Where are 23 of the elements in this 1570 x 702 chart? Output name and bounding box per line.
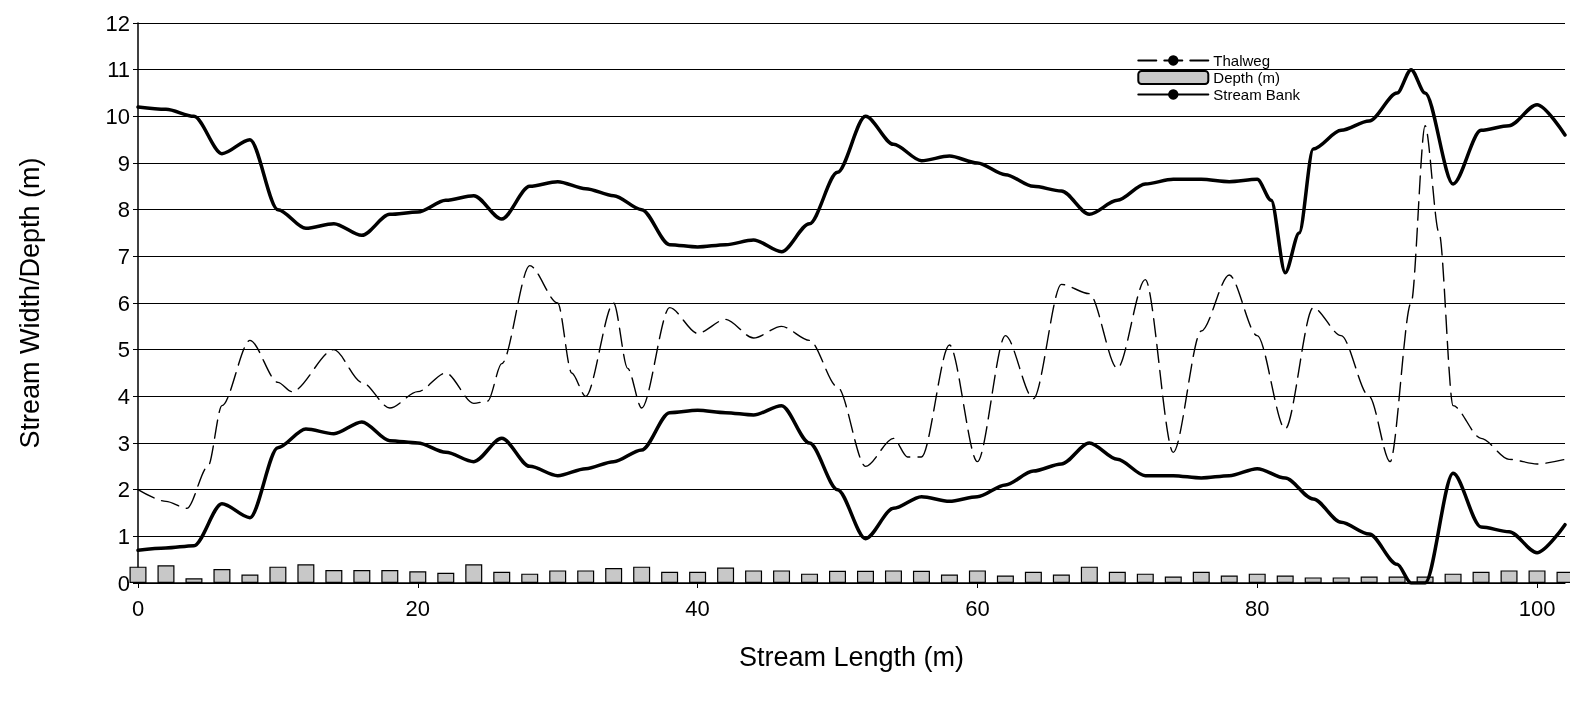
y-tick-label: 10 <box>105 103 130 129</box>
y-tick-label: 8 <box>117 197 130 223</box>
x-tick-label: 60 <box>965 595 990 621</box>
x-tick-label: 100 <box>1518 595 1556 621</box>
x-tick-label: 40 <box>685 595 710 621</box>
y-tick-label: 6 <box>117 290 130 316</box>
legend-label: Thalweg <box>1213 52 1270 69</box>
legend-label: Depth (m) <box>1213 69 1280 86</box>
x-tick-label: 20 <box>405 595 431 621</box>
y-tick-label: 11 <box>107 57 130 83</box>
x-axis-title: Stream Length (m) <box>738 641 965 672</box>
y-tick-label: 7 <box>117 243 130 269</box>
y-tick-label: 9 <box>117 150 130 176</box>
y-tick-label: 5 <box>117 337 130 363</box>
y-tick-label: 12 <box>105 10 130 36</box>
legend-label: Stream Bank <box>1213 86 1301 103</box>
y-tick-label: 1 <box>117 523 130 549</box>
y-axis-title: Stream Width/Depth (m) <box>14 157 45 449</box>
y-tick-label: 2 <box>117 477 130 503</box>
y-tick-label: 3 <box>117 430 130 456</box>
y-tick-label: 0 <box>117 570 130 596</box>
x-tick-label: 80 <box>1244 595 1270 621</box>
y-tick-label: 4 <box>117 383 130 409</box>
